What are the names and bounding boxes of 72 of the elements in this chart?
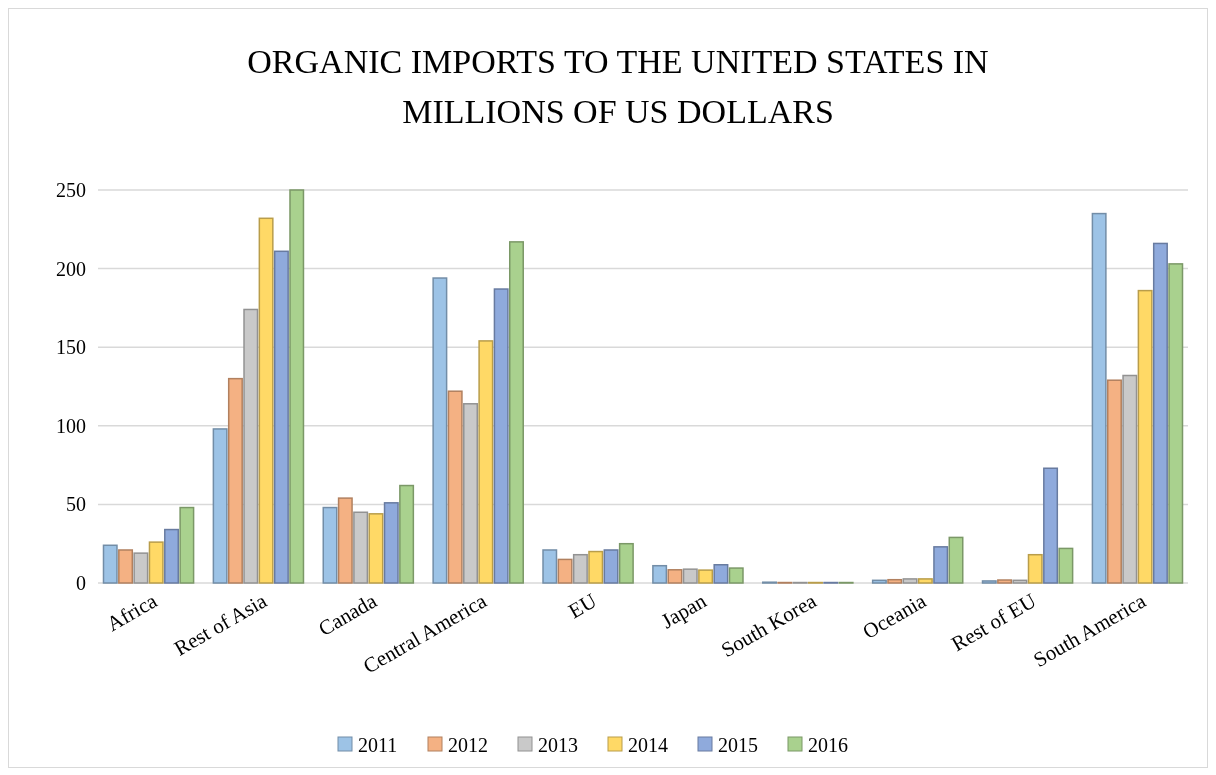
- bar: [353, 511, 369, 584]
- bar: [1122, 374, 1138, 584]
- bar: [1152, 242, 1168, 584]
- bar: [399, 484, 415, 584]
- bar: [682, 568, 698, 584]
- bar: [463, 403, 479, 584]
- bar: [432, 277, 448, 584]
- bar: [289, 189, 305, 584]
- bar: [603, 549, 619, 584]
- bar: [447, 390, 463, 584]
- bar: [179, 506, 195, 584]
- x-tick-label: South Korea: [716, 588, 821, 663]
- bar: [902, 578, 918, 584]
- x-tick-label: EU: [564, 588, 601, 624]
- bar: [618, 542, 634, 584]
- bar: [493, 288, 509, 584]
- bar: [1137, 289, 1153, 584]
- bar: [1027, 553, 1043, 584]
- bar: [871, 579, 887, 584]
- bar: [243, 308, 259, 584]
- bar: [322, 506, 338, 584]
- legend-label: 2011: [358, 734, 398, 756]
- bar: [997, 579, 1013, 584]
- bar: [212, 428, 228, 584]
- bar: [588, 550, 604, 584]
- y-tick-label: 0: [76, 572, 86, 594]
- legend-label: 2016: [808, 734, 848, 756]
- bar: [1091, 212, 1107, 584]
- bar: [1168, 263, 1184, 584]
- legend-label: 2014: [628, 734, 668, 756]
- y-tick-label: 250: [56, 179, 86, 201]
- bar: [273, 250, 289, 584]
- bar: [728, 567, 744, 584]
- bar: [933, 546, 949, 584]
- bar: [887, 578, 903, 584]
- legend-label: 2013: [538, 734, 578, 756]
- y-tick-label: 100: [56, 414, 86, 437]
- bar: [478, 340, 494, 584]
- y-tick-label: 200: [56, 257, 86, 280]
- bar: [258, 217, 274, 584]
- x-tick-label: Japan: [657, 588, 711, 634]
- bar: [227, 377, 243, 584]
- x-tick-label: Africa: [102, 588, 162, 637]
- bar: [981, 580, 997, 584]
- bar: [948, 536, 964, 584]
- bar: [1106, 379, 1122, 584]
- bar: [368, 513, 384, 584]
- bar: [1012, 579, 1028, 584]
- bar: [383, 502, 399, 584]
- bar: [164, 528, 180, 584]
- bar: [713, 564, 729, 584]
- bar: [652, 564, 668, 584]
- legend-label: 2012: [448, 734, 488, 756]
- bar: [509, 241, 524, 584]
- legend-label: 2015: [718, 734, 758, 756]
- bar: [337, 497, 353, 584]
- bar: [917, 578, 933, 584]
- y-tick-label: 50: [66, 493, 86, 516]
- x-tick-label: Rest of Asia: [170, 588, 272, 661]
- bar: [102, 544, 118, 584]
- bar: [118, 549, 134, 584]
- bar: [133, 552, 149, 584]
- bar: [698, 569, 714, 584]
- bar: [148, 541, 164, 584]
- bar: [542, 549, 558, 584]
- bar: [1058, 547, 1074, 584]
- bar: [667, 569, 683, 584]
- bar: [1043, 467, 1059, 584]
- chart-title: ORGANIC IMPORTS TO THE UNITED STATES IN MILLIONS OF US DOLLARS: [247, 43, 989, 130]
- y-tick-label: 150: [56, 336, 86, 359]
- bar: [572, 553, 588, 584]
- bar: [557, 558, 573, 584]
